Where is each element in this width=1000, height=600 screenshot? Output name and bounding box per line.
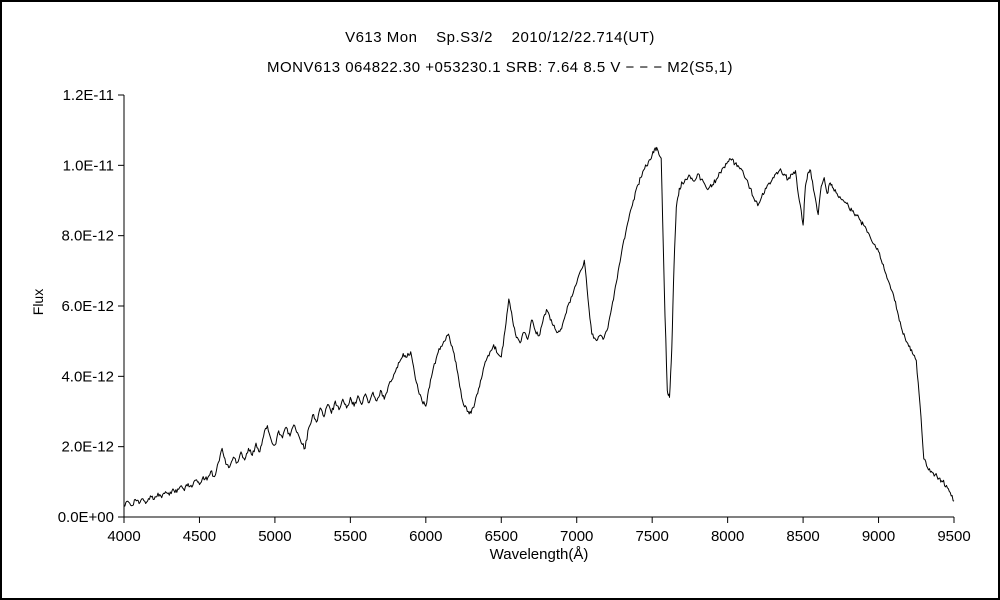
x-tick-label: 5000	[258, 528, 291, 545]
x-tick-label: 9000	[862, 528, 895, 545]
y-tick-label: 8.0E-12	[61, 228, 114, 245]
x-tick-label: 6500	[485, 528, 518, 545]
y-tick-label: 1.0E-11	[63, 157, 114, 174]
y-tick-label: 2.0E-12	[61, 439, 114, 456]
y-tick-label: 1.2E-11	[63, 87, 114, 104]
y-tick-label: 0.0E+00	[58, 509, 114, 526]
x-tick-label: 8000	[711, 528, 744, 545]
y-tick-label: 6.0E-12	[61, 298, 114, 315]
x-tick-label: 9500	[937, 528, 970, 545]
chart-subtitle: MONV613 064822.30 +053230.1 SRB: 7.64 8.…	[267, 59, 733, 76]
x-tick-label: 6000	[409, 528, 442, 545]
x-tick-label: 4500	[183, 528, 216, 545]
y-axis-label: Flux	[30, 288, 46, 316]
x-tick-label: 7000	[560, 528, 593, 545]
x-tick-label: 4000	[107, 528, 140, 545]
chart-title: V613 Mon Sp.S3/2 2010/12/22.714(UT)	[345, 29, 655, 46]
y-tick-label: 4.0E-12	[61, 368, 114, 385]
x-tick-label: 7500	[635, 528, 668, 545]
x-tick-label: 5500	[334, 528, 367, 545]
x-axis-label: Wavelength(Å)	[489, 546, 589, 563]
spectrum-line	[123, 146, 955, 507]
x-tick-label: 8500	[786, 528, 819, 545]
